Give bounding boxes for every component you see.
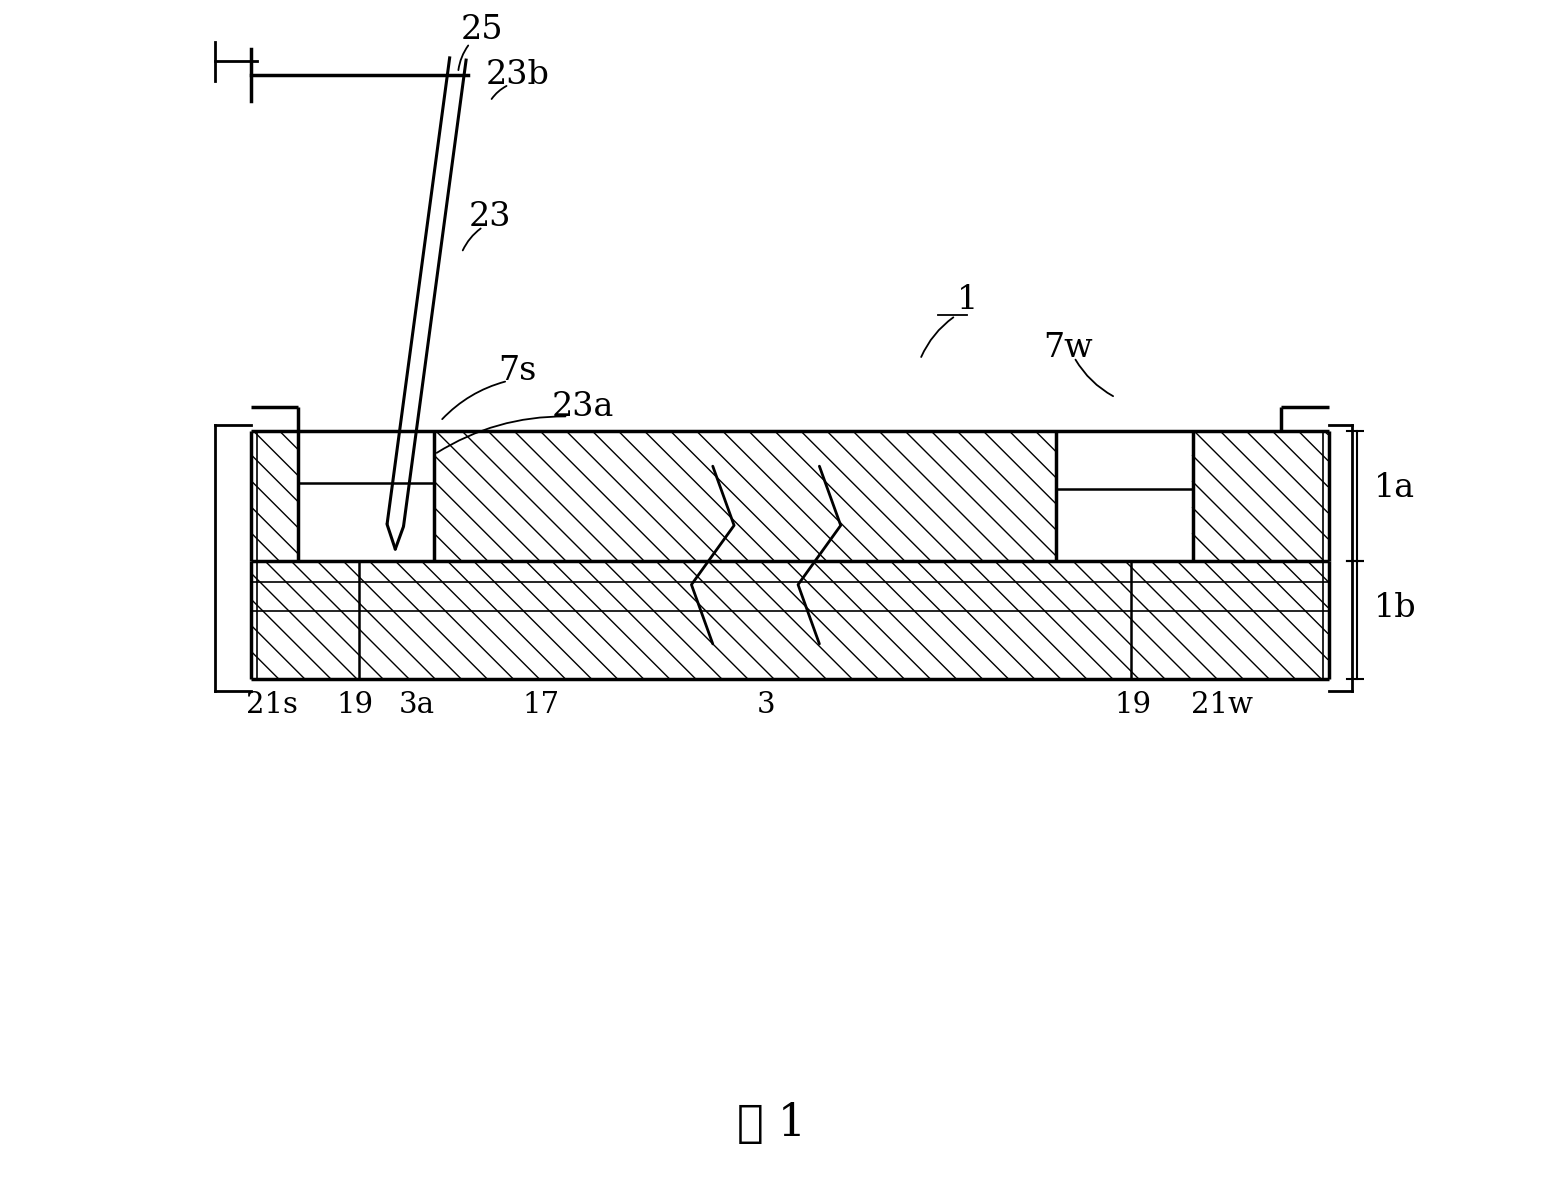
Text: 17: 17 — [522, 692, 559, 719]
Text: 7s: 7s — [499, 356, 536, 388]
Text: 1b: 1b — [1374, 593, 1416, 624]
Text: 19: 19 — [1115, 692, 1152, 719]
Text: 25: 25 — [460, 14, 503, 47]
Text: 23: 23 — [469, 202, 511, 234]
Text: 3: 3 — [757, 692, 775, 719]
Text: 7w: 7w — [1044, 332, 1093, 364]
Text: 图 1: 图 1 — [738, 1102, 806, 1145]
Text: 3a: 3a — [398, 692, 435, 719]
Text: 21s: 21s — [245, 692, 298, 719]
Text: 19: 19 — [337, 692, 374, 719]
Text: 1: 1 — [957, 284, 977, 316]
Text: 21w: 21w — [1190, 692, 1254, 719]
Text: 23b: 23b — [485, 60, 550, 91]
Text: 1a: 1a — [1374, 471, 1414, 503]
Text: 23a: 23a — [551, 391, 613, 424]
